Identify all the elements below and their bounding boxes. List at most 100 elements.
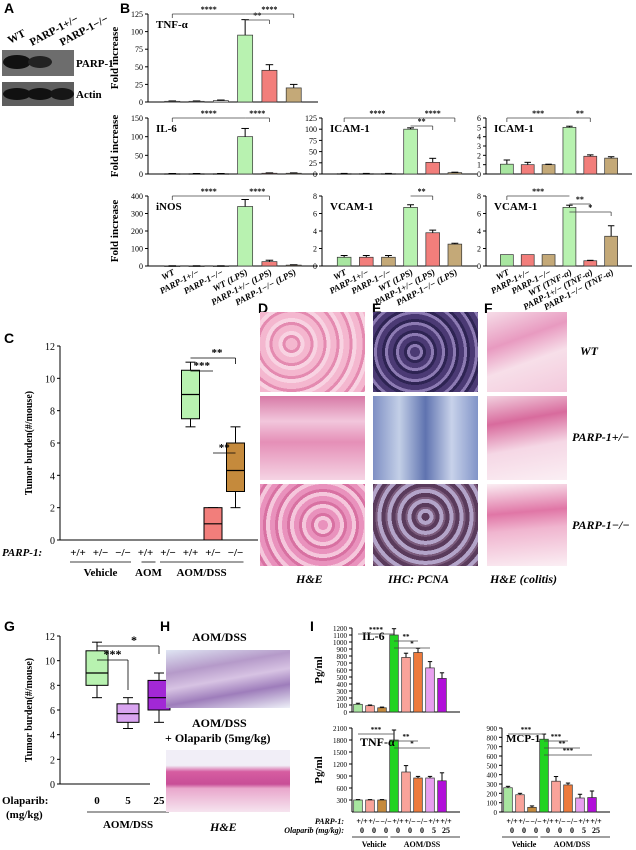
- I-TNF-ytick-label-1: 600: [337, 785, 348, 793]
- I-IL6-bar-4: [401, 657, 411, 713]
- caption-f: H&E (colitis): [490, 572, 557, 586]
- micrograph-f-mid: [487, 396, 567, 480]
- I-TNF-bar-0: [353, 799, 363, 813]
- C-ylabel: Tumor burden(#/mouse): [24, 391, 35, 495]
- B-VCAM-TNF-bar-1: [520, 254, 535, 267]
- I-IL6-sig-label-2: *: [410, 640, 414, 648]
- I-axis0-row1-1: +/−: [368, 817, 380, 826]
- I-TNF-ytick-label-2: 900: [337, 773, 348, 781]
- B-TNF-bar-4: [261, 69, 278, 103]
- I-IL6-ytick-label-6: 600: [337, 667, 348, 675]
- band-actin-wt: [3, 88, 31, 100]
- I-MCP1-ytick-label-9: 900: [487, 725, 498, 733]
- B-VCAM-TNF-ytick-label-3: 6: [477, 210, 481, 219]
- micrograph-h-top: [166, 650, 290, 708]
- B-VCAM-TNF-bar-5: [604, 235, 618, 267]
- B-TNF-ytick-label-1: 25: [135, 80, 143, 89]
- B-TNF-title: TNF-α: [156, 19, 189, 31]
- B-VCAM-LPS-ytick-label-3: 6: [313, 210, 317, 219]
- I-IL6-sig-label-0: ****: [369, 626, 384, 634]
- C-box-2: [226, 442, 245, 492]
- I-MCP1-ytick-label-6: 600: [487, 753, 498, 761]
- C-genotype-3: +/+: [138, 547, 154, 559]
- B-iNOS-ytick-label-1: 100: [131, 245, 143, 254]
- C-ytick-label-3: 6: [50, 439, 55, 450]
- B-ICAM-TNF-title: ICAM-1: [494, 123, 534, 135]
- I-axis0-row2-3: 0: [396, 826, 400, 835]
- B-VCAM-TNF-sig-label-0: ***: [532, 187, 544, 196]
- I-IL6-bar-7: [437, 678, 447, 713]
- C-genotype-6: +/−: [205, 547, 221, 559]
- micrograph-f-bot: [487, 484, 567, 566]
- I-TNF-ytick-label-5: 1800: [333, 737, 348, 745]
- B-VCAM-LPS-ytick-label-1: 2: [313, 245, 317, 254]
- B-ICAM-TNF-ytick-label-0: 0: [477, 170, 481, 179]
- caption-h: H&E: [210, 820, 237, 834]
- B-ICAM-LPS-bar-3: [403, 128, 418, 175]
- C-genotype-4: +/−: [160, 547, 176, 559]
- I-axis1-group-1: AOM/DSS: [554, 840, 591, 849]
- I-axis1-row1-4: +/−: [554, 817, 566, 826]
- I-TNF-bar-7: [437, 780, 447, 813]
- I-axis0-row2-2: 0: [384, 826, 388, 835]
- B-ICAM-TNF-ytick-label-1: 1: [477, 161, 481, 170]
- C-genotype-1: +/−: [93, 547, 109, 559]
- B-VCAM-TNF-sig-label-1: **: [576, 195, 584, 204]
- I-axis1-group-0: Vehicle: [512, 840, 537, 849]
- I-axis1-row1-6: +/+: [578, 817, 590, 826]
- I-IL6-bar-1: [365, 705, 375, 713]
- C-genotype-0: +/+: [70, 547, 86, 559]
- I-axis0-row2-0: 0: [360, 826, 364, 835]
- I-axis1-row2-7: 25: [592, 826, 600, 835]
- micrograph-e-bot: [373, 484, 478, 566]
- I-TNF-ytick-label-0: 300: [337, 797, 348, 805]
- C-genotype-2: −/−: [115, 547, 131, 559]
- B-TNF-bar-5: [285, 87, 302, 103]
- B-VCAM-LPS-sig-label-0: **: [418, 187, 426, 196]
- I-TNF-ytick-label-6: 2100: [333, 725, 348, 733]
- I-IL6-ytick-label-10: 1000: [333, 639, 348, 647]
- B-VCAM-LPS-bar-4: [425, 232, 440, 267]
- B-IL6-ytick-label-3: 150: [131, 114, 143, 123]
- micrograph-e-top: [373, 312, 478, 392]
- I-TNF-bar-5: [413, 777, 423, 813]
- C-ytick-label-5: 10: [45, 374, 55, 385]
- I-IL6-ytick-label-5: 500: [337, 674, 348, 682]
- B-ICAM-TNF-bar-3: [562, 126, 577, 175]
- B-IL6-sig-label-0: ****: [201, 109, 217, 118]
- B-TNF-ylabel: Fold increase: [109, 27, 121, 90]
- I-MCP1-sig-label-2: **: [559, 740, 567, 748]
- B-ICAM-TNF-bar-1: [520, 164, 535, 175]
- panel-label-d: D: [258, 300, 269, 316]
- B-ICAM-LPS-sig-label-0: ****: [369, 109, 385, 118]
- micrograph-f-top: [487, 312, 567, 392]
- B-VCAM-LPS-bar-3: [403, 207, 418, 267]
- I-axis0-row1-0: +/+: [356, 817, 368, 826]
- B-ICAM-TNF-sig-label-1: **: [576, 109, 584, 118]
- I-TNF-bar-4: [401, 771, 411, 813]
- I-IL6-ytick-label-3: 300: [337, 688, 348, 696]
- I-IL6-bar-0: [353, 703, 363, 713]
- band-parp1-het: [28, 56, 52, 68]
- C-sig-label-1: ***: [194, 360, 211, 372]
- western-blot-panel: WT PARP-1+/− PARP-1−/− PARP-1 Actin: [0, 0, 118, 120]
- I-row2-label: Olaparib (mg/kg):: [284, 826, 344, 835]
- B-TNF-bar-3: [237, 34, 254, 103]
- B-ICAM-TNF-ytick-label-4: 4: [477, 133, 481, 142]
- row-label-f-ko: PARP-1−/−: [572, 518, 630, 532]
- I-axis1-row2-2: 0: [534, 826, 538, 835]
- I-axis1-row1-1: +/−: [518, 817, 530, 826]
- caption-d: H&E: [296, 572, 323, 586]
- B-iNOS-ytick-label-4: 400: [131, 192, 143, 201]
- I-TNF-ytick-label-3: 1200: [333, 761, 348, 769]
- I-MCP1-bar-1: [515, 794, 525, 813]
- G-ytick-label-2: 4: [50, 731, 55, 742]
- I-MCP1-bar-3: [539, 738, 549, 813]
- blot-label-actin: Actin: [76, 89, 102, 101]
- panel-label-a: A: [4, 0, 15, 16]
- I-IL6-bar-2: [377, 707, 387, 713]
- B-ICAM-LPS-ytick-label-0: 0: [313, 170, 317, 179]
- I-row1-label: PARP-1:: [315, 817, 345, 826]
- B-ICAM-LPS-ytick-label-1: 25: [309, 159, 317, 168]
- western-blot-svg: WT PARP-1+/− PARP-1−/− PARP-1 Actin: [2, 13, 114, 106]
